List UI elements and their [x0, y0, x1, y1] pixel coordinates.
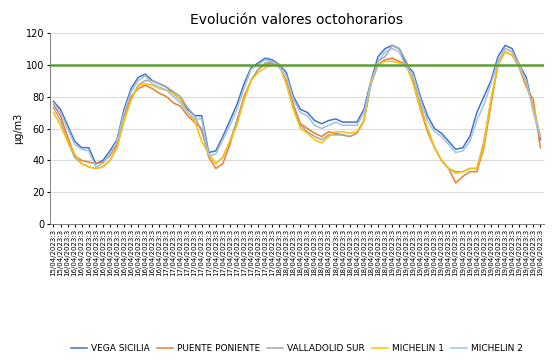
PUENTE PONIENTE [50, 102, 57, 107]
VALLADOLID SUR [481, 139, 487, 143]
Y-axis label: µg/m3: µg/m3 [13, 113, 23, 144]
MICHELIN 1 [452, 171, 459, 176]
PUENTE PONIENTE [452, 181, 459, 185]
MICHELIN 1 [318, 141, 325, 145]
PUENTE PONIENTE [318, 134, 325, 139]
MICHELIN 2 [120, 110, 127, 115]
MICHELIN 2 [481, 102, 487, 107]
PUENTE PONIENTE [198, 126, 205, 131]
Line: PUENTE PONIENTE: PUENTE PONIENTE [53, 52, 541, 183]
PUENTE PONIENTE [502, 50, 508, 54]
VALLADOLID SUR [50, 106, 57, 110]
MICHELIN 1 [537, 134, 544, 139]
Line: MICHELIN 2: MICHELIN 2 [53, 49, 541, 167]
VEGA SICILIA [205, 150, 212, 155]
Line: MICHELIN 1: MICHELIN 1 [53, 52, 541, 173]
MICHELIN 2 [537, 134, 544, 139]
PUENTE PONIENTE [255, 67, 261, 72]
MICHELIN 2 [205, 153, 212, 158]
PUENTE PONIENTE [114, 142, 120, 147]
MICHELIN 2 [93, 165, 99, 169]
VEGA SICILIA [537, 138, 544, 142]
MICHELIN 1 [163, 88, 170, 92]
VEGA SICILIA [325, 118, 332, 123]
VALLADOLID SUR [537, 134, 544, 139]
VEGA SICILIA [50, 99, 57, 104]
VALLADOLID SUR [318, 138, 325, 142]
Line: VALLADOLID SUR: VALLADOLID SUR [53, 45, 541, 172]
VEGA SICILIA [262, 56, 269, 60]
VEGA SICILIA [170, 91, 176, 96]
PUENTE PONIENTE [473, 169, 480, 174]
VALLADOLID SUR [255, 67, 261, 72]
PUENTE PONIENTE [163, 94, 170, 99]
VEGA SICILIA [120, 107, 127, 111]
VALLADOLID SUR [389, 43, 396, 47]
Title: Evolución valores octohorarios: Evolución valores octohorarios [190, 13, 403, 27]
VEGA SICILIA [93, 161, 99, 166]
MICHELIN 2 [50, 101, 57, 105]
MICHELIN 2 [170, 94, 176, 99]
MICHELIN 2 [389, 46, 396, 51]
VEGA SICILIA [389, 43, 396, 47]
MICHELIN 1 [255, 70, 261, 75]
MICHELIN 1 [502, 50, 508, 54]
Line: VEGA SICILIA: VEGA SICILIA [53, 45, 541, 164]
MICHELIN 1 [50, 110, 57, 115]
MICHELIN 1 [198, 139, 205, 143]
PUENTE PONIENTE [537, 146, 544, 150]
MICHELIN 2 [262, 58, 269, 62]
VALLADOLID SUR [163, 85, 170, 89]
MICHELIN 2 [325, 123, 332, 127]
MICHELIN 1 [114, 146, 120, 150]
Legend: VEGA SICILIA, PUENTE PONIENTE, VALLADOLID SUR, MICHELIN 1, MICHELIN 2: VEGA SICILIA, PUENTE PONIENTE, VALLADOLI… [67, 340, 527, 357]
VALLADOLID SUR [114, 146, 120, 150]
VALLADOLID SUR [452, 169, 459, 174]
MICHELIN 1 [473, 166, 480, 171]
VALLADOLID SUR [198, 130, 205, 134]
VEGA SICILIA [481, 94, 487, 99]
